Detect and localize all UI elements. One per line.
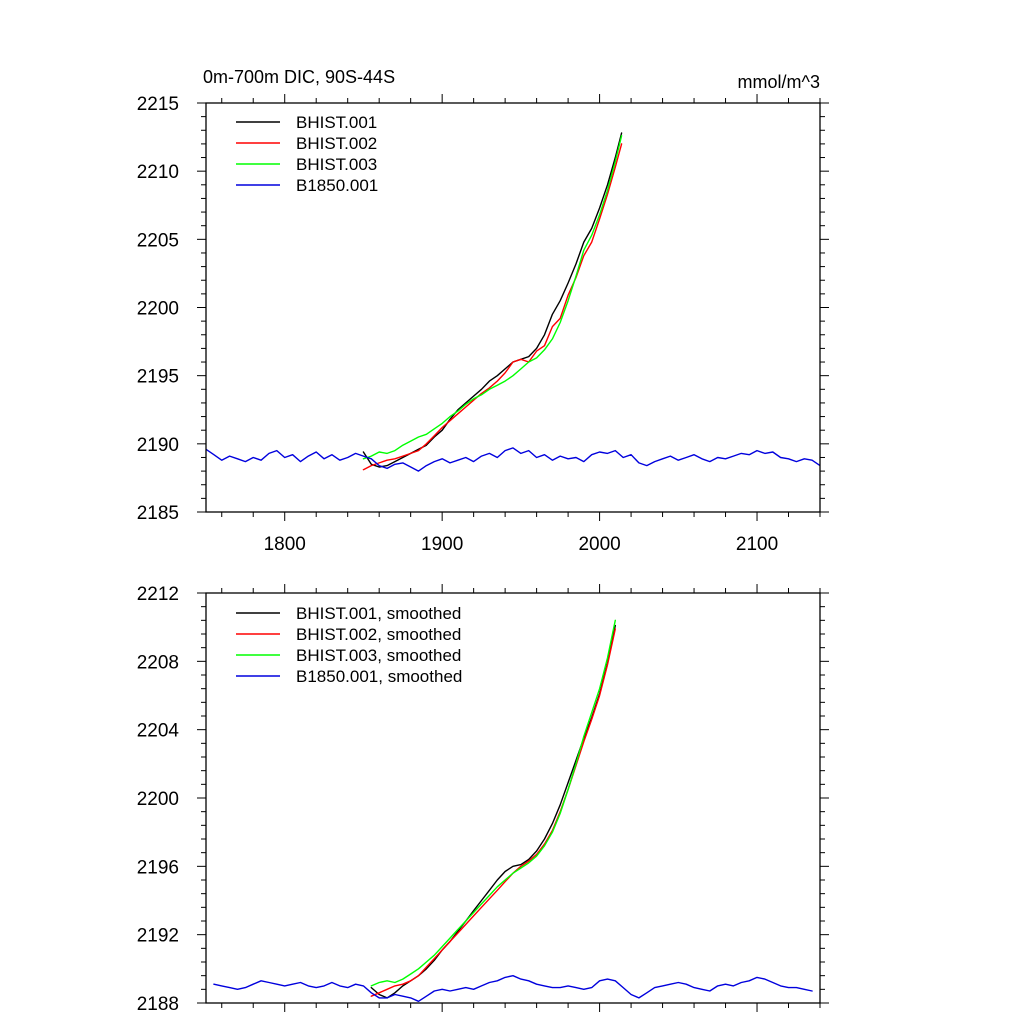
series-line-2 xyxy=(362,135,623,460)
legend-label: B1850.001 xyxy=(296,176,378,195)
y-tick-label: 2188 xyxy=(137,994,179,1015)
series-lines xyxy=(213,619,813,1002)
legend-label: BHIST.003, smoothed xyxy=(296,646,461,665)
top-panel: 0m-700m DIC, 90S-44S mmol/m^3 1800 1900 20… xyxy=(137,67,829,555)
legend-label: BHIST.001, smoothed xyxy=(296,604,461,623)
y-tick-label: 2185 xyxy=(137,503,179,524)
y-tick-label: 2210 xyxy=(137,162,179,183)
bottom-panel: 2188 2192 2196 2200 2204 2208 2212 BHIST.001, s… xyxy=(137,584,829,1015)
series-line-3 xyxy=(213,975,813,1002)
legend-label: BHIST.002 xyxy=(296,134,377,153)
y-tick-label: 2200 xyxy=(137,789,179,810)
x-tick-label: 1800 xyxy=(264,534,306,555)
y-tick-label: 2215 xyxy=(137,94,179,115)
y-tick-label: 2196 xyxy=(137,857,179,878)
top-panel-title: 0m-700m DIC, 90S-44S xyxy=(203,67,395,87)
bottom-plot-area: 2188 2192 2196 2200 2204 2208 2212 BHIST.001, s… xyxy=(137,584,829,1015)
legend: BHIST.001, smoothed BHIST.002, smoothed BH… xyxy=(236,604,462,686)
x-tick-label: 2100 xyxy=(736,534,778,555)
series-line-3 xyxy=(206,447,820,472)
y-tick-label: 2212 xyxy=(137,584,179,605)
y-tick-label: 2205 xyxy=(137,230,179,251)
y-tick-label: 2192 xyxy=(137,926,179,947)
y-tick-label: 2204 xyxy=(137,721,180,742)
legend-label: BHIST.002, smoothed xyxy=(296,625,461,644)
x-tick-label: 2000 xyxy=(578,534,620,555)
series-line-1 xyxy=(362,143,623,471)
legend-label: BHIST.003 xyxy=(296,155,377,174)
series-line-2 xyxy=(370,619,616,987)
top-panel-unit: mmol/m^3 xyxy=(738,72,820,92)
y-tick-label: 2208 xyxy=(137,652,179,673)
legend-label: BHIST.001 xyxy=(296,113,377,132)
x-tick-label: 1900 xyxy=(421,534,463,555)
y-tick-label: 2190 xyxy=(137,435,179,456)
legend-label: B1850.001, smoothed xyxy=(296,667,462,686)
y-tick-label: 2195 xyxy=(137,367,179,388)
legend: BHIST.001 BHIST.002 BHIST.003 B1850.001 xyxy=(236,113,378,195)
top-plot-area: 1800 1900 2000 2100 2185 2190 2195 2200 2205 2210… xyxy=(137,94,829,555)
y-tick-label: 2200 xyxy=(137,299,179,320)
series-lines xyxy=(206,132,820,472)
